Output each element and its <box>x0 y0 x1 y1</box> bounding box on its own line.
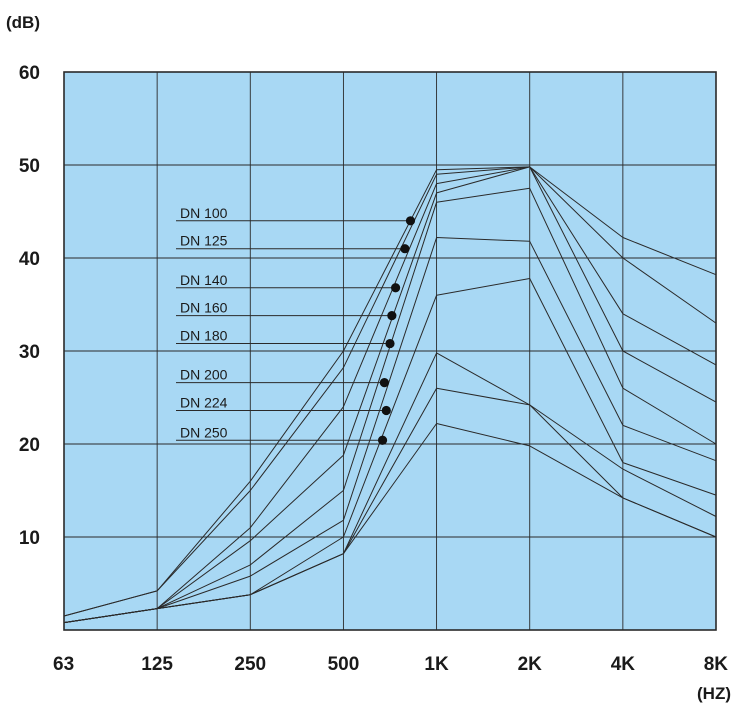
series-line <box>63 423 717 624</box>
x-tick-label: 500 <box>328 654 360 675</box>
series-label: DN 125 <box>180 233 228 249</box>
series-labels: DN 100 DN 125 DN 140 DN 160 DN 180 DN 200 DN 2… <box>176 205 416 445</box>
plot-frame <box>63 71 717 631</box>
series-marker <box>387 311 397 321</box>
series-label: DN 100 <box>180 205 228 221</box>
x-tick-label: 63 <box>53 654 74 675</box>
series-marker <box>377 435 388 445</box>
axis-labels: 63 125 250 500 1K 2K 4K 8K 60 50 40 30 20 10 (dB) (HZ) <box>6 13 731 703</box>
series-label: DN 200 <box>180 367 228 383</box>
y-tick-label: 60 <box>19 63 40 84</box>
series-lines <box>63 166 717 624</box>
y-tick-label: 50 <box>19 156 40 177</box>
series-marker <box>379 378 390 388</box>
x-tick-label: 8K <box>704 654 729 675</box>
series-label: DN 224 <box>180 395 228 411</box>
y-tick-label: 10 <box>19 528 40 549</box>
series-line <box>63 166 717 624</box>
series-marker <box>405 216 416 226</box>
series-marker <box>400 244 410 254</box>
series-marker <box>385 338 395 349</box>
x-tick-label: 125 <box>141 654 173 675</box>
series-label: DN 250 <box>180 424 228 440</box>
x-tick-label: 4K <box>611 654 636 675</box>
x-tick-label: 1K <box>424 654 449 675</box>
y-tick-label: 30 <box>19 342 40 363</box>
series-label: DN 180 <box>180 328 228 344</box>
y-tick-label: 20 <box>19 435 40 456</box>
series-line <box>63 166 717 617</box>
x-tick-label: 2K <box>518 654 543 675</box>
y-axis-unit: (dB) <box>6 13 40 32</box>
x-tick-label: 250 <box>234 654 266 675</box>
x-axis-unit: (HZ) <box>697 684 731 703</box>
series-line <box>63 166 717 624</box>
series-marker <box>390 283 401 293</box>
series-marker <box>381 405 391 416</box>
series-label: DN 160 <box>180 300 228 316</box>
series-line <box>63 166 717 617</box>
series-line <box>63 237 717 624</box>
series-label: DN 140 <box>180 272 228 288</box>
y-tick-label: 40 <box>19 249 40 270</box>
